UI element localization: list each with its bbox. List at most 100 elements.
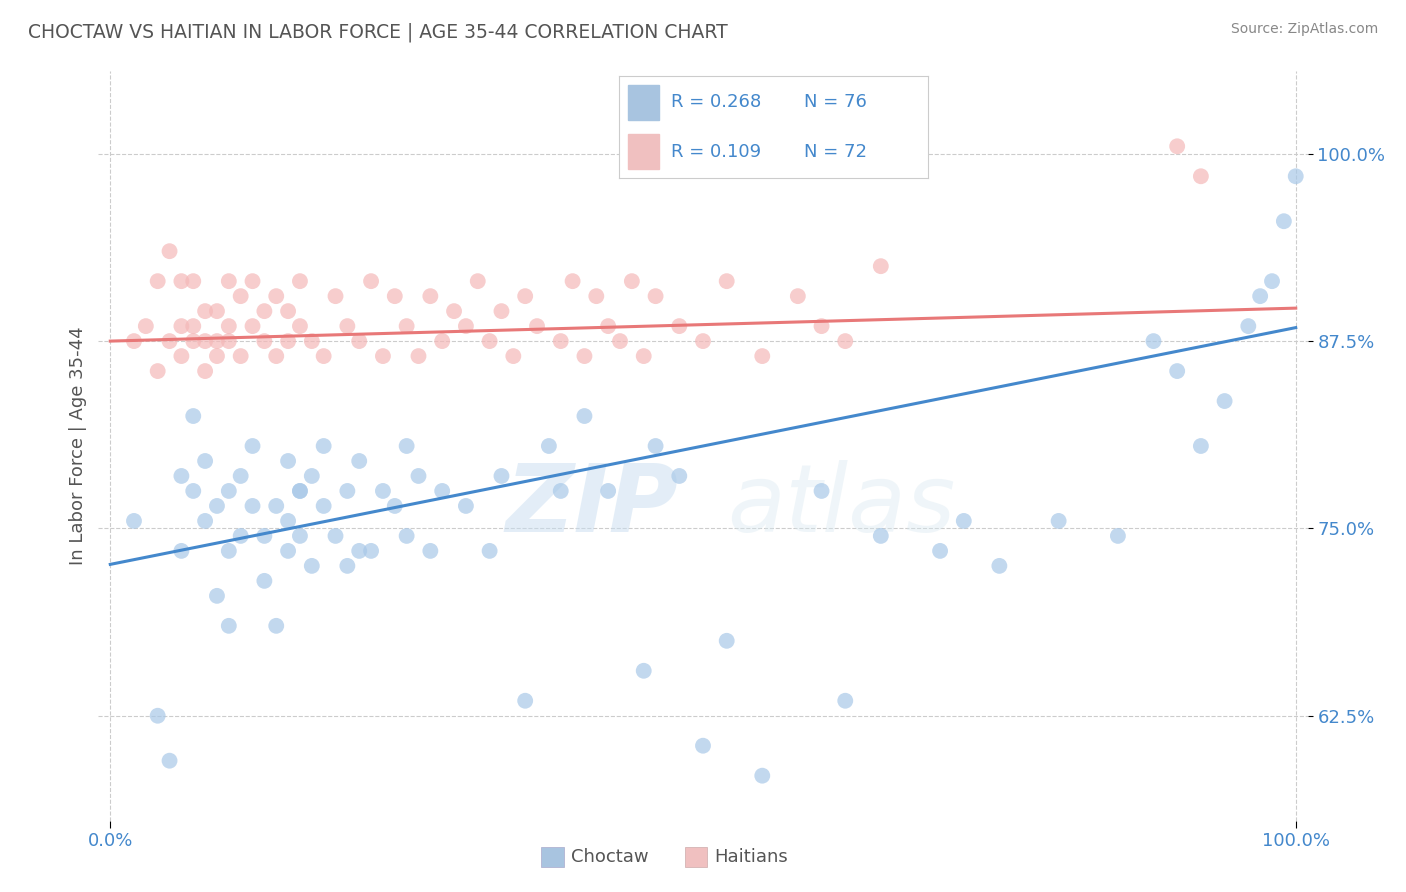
Point	[347, 544, 370, 558]
Point	[205, 499, 228, 513]
Point	[633, 349, 655, 363]
Point	[146, 364, 169, 378]
Point	[181, 483, 204, 498]
Text: CHOCTAW VS HAITIAN IN LABOR FORCE | AGE 35-44 CORRELATION CHART: CHOCTAW VS HAITIAN IN LABOR FORCE | AGE …	[28, 22, 728, 42]
Point	[478, 544, 501, 558]
Point	[419, 544, 441, 558]
Point	[229, 349, 252, 363]
Point	[454, 319, 477, 334]
Point	[181, 274, 204, 288]
Point	[550, 334, 572, 348]
Text: Haitians: Haitians	[714, 848, 787, 866]
Point	[751, 769, 773, 783]
Point	[1249, 289, 1271, 303]
Point	[159, 334, 181, 348]
Point	[347, 334, 370, 348]
Point	[288, 529, 311, 543]
Point	[384, 289, 406, 303]
Point	[181, 319, 204, 334]
Point	[716, 633, 738, 648]
Point	[194, 454, 217, 468]
Point	[371, 483, 394, 498]
Point	[644, 439, 666, 453]
FancyBboxPatch shape	[628, 85, 659, 120]
Point	[205, 589, 228, 603]
Point	[1166, 364, 1188, 378]
Point	[598, 319, 620, 334]
Point	[478, 334, 501, 348]
Point	[264, 349, 287, 363]
Point	[336, 558, 359, 573]
Point	[194, 334, 217, 348]
Point	[264, 499, 287, 513]
Point	[1261, 274, 1284, 288]
Point	[170, 274, 193, 288]
Point	[277, 304, 299, 318]
Point	[574, 349, 596, 363]
Point	[218, 619, 240, 633]
Point	[1285, 169, 1308, 184]
Y-axis label: In Labor Force | Age 35-44: In Labor Force | Age 35-44	[69, 326, 87, 566]
Point	[146, 708, 169, 723]
Point	[408, 469, 430, 483]
Point	[181, 334, 204, 348]
Point	[194, 364, 217, 378]
Point	[574, 409, 596, 423]
Point	[360, 274, 382, 288]
Point	[205, 349, 228, 363]
Point	[277, 454, 299, 468]
Point	[170, 349, 193, 363]
Point	[491, 469, 513, 483]
Point	[1237, 319, 1260, 334]
Point	[692, 739, 714, 753]
Point	[834, 694, 856, 708]
Point	[668, 319, 690, 334]
Point	[395, 439, 418, 453]
Point	[301, 334, 323, 348]
Point	[205, 334, 228, 348]
Point	[336, 319, 359, 334]
Point	[218, 274, 240, 288]
Point	[242, 439, 264, 453]
Point	[408, 349, 430, 363]
Point	[491, 304, 513, 318]
Point	[229, 529, 252, 543]
Point	[288, 274, 311, 288]
Point	[264, 289, 287, 303]
Point	[159, 754, 181, 768]
Point	[1272, 214, 1295, 228]
Point	[419, 289, 441, 303]
Point	[170, 469, 193, 483]
Point	[218, 483, 240, 498]
Point	[1189, 169, 1212, 184]
Point	[170, 319, 193, 334]
Point	[360, 544, 382, 558]
Point	[1107, 529, 1129, 543]
Point	[264, 619, 287, 633]
Point	[432, 483, 454, 498]
Point	[633, 664, 655, 678]
Point	[716, 274, 738, 288]
Point	[312, 349, 335, 363]
Point	[1213, 394, 1236, 409]
Point	[242, 274, 264, 288]
Point	[325, 529, 347, 543]
Point	[668, 469, 690, 483]
Point	[537, 439, 560, 453]
Point	[395, 529, 418, 543]
Point	[253, 304, 276, 318]
Point	[952, 514, 974, 528]
Point	[277, 514, 299, 528]
Point	[181, 409, 204, 423]
Text: ZIP: ZIP	[506, 460, 679, 552]
Point	[526, 319, 548, 334]
Point	[146, 274, 169, 288]
Point	[1142, 334, 1164, 348]
Point	[515, 694, 537, 708]
Point	[170, 544, 193, 558]
Point	[467, 274, 489, 288]
Text: N = 76: N = 76	[804, 94, 868, 112]
Text: atlas: atlas	[727, 460, 956, 551]
Point	[218, 319, 240, 334]
Point	[229, 289, 252, 303]
